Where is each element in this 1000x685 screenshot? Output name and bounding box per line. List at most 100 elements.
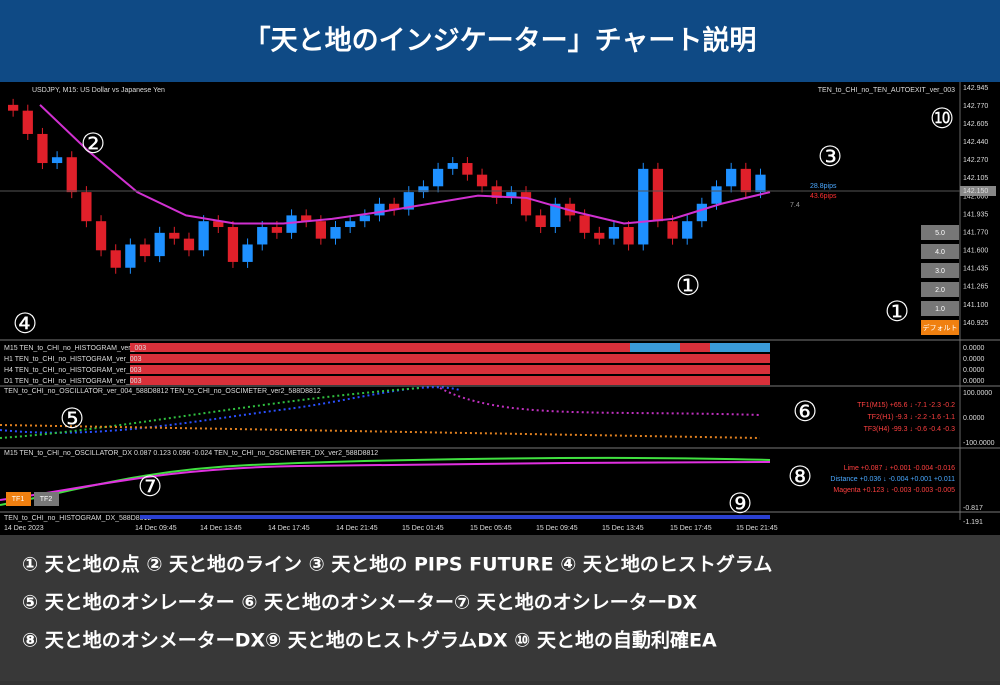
callout-number: ①	[884, 295, 909, 328]
price-tick: 141.935	[963, 211, 988, 218]
lot-button[interactable]	[921, 225, 959, 240]
lot-button-label: 1.0	[935, 306, 945, 313]
candle	[740, 168, 751, 193]
page-title: 「天と地のインジケーター」チャート説明	[244, 25, 757, 57]
candle	[125, 244, 136, 268]
histogram-label: D1 TEN_to_CHI_no_HISTOGRAM_ver_003	[4, 378, 142, 385]
price-tick: 141.600	[963, 248, 988, 255]
candle	[594, 232, 605, 239]
candle	[696, 203, 707, 222]
price-tag: 142.150	[963, 188, 988, 195]
histogram-row	[130, 343, 770, 352]
candle	[418, 186, 429, 193]
osc-readout: TF3(H4) -99.3 ↓ -0.6 -0.4 -0.3	[864, 426, 956, 433]
tf-label: TF1	[12, 496, 25, 503]
candle	[535, 215, 546, 228]
dx-readout: Magenta +0.123 ↓ -0.003 -0.003 -0.005	[833, 487, 955, 494]
candle	[8, 104, 19, 111]
callout-number: ⑦	[137, 470, 162, 503]
dx-readout: Lime +0.087 ↓ +0.001 -0.004 -0.016	[844, 465, 955, 472]
osc-dots	[0, 387, 421, 439]
osc-readout: TF1(M15) +65.6 ↓ -7.1 -2.3 -0.2	[857, 402, 955, 409]
histogram-blue	[630, 343, 680, 352]
candle	[51, 157, 63, 164]
osc-dots	[0, 424, 761, 439]
price-tick: 142.605	[963, 121, 988, 128]
histogram-axis: 0.0000	[963, 345, 985, 352]
price-tick: 140.925	[963, 320, 988, 327]
tf-label: TF2	[40, 496, 53, 503]
candle	[345, 221, 356, 228]
lot-button-label: デフォルト	[923, 323, 958, 332]
candle	[638, 168, 649, 245]
candle	[183, 238, 195, 251]
candle	[476, 174, 488, 187]
candle	[550, 203, 561, 228]
candle	[257, 227, 268, 245]
callout-number: ⑧	[787, 460, 812, 493]
time-tick: 15 Dec 01:45	[402, 525, 444, 532]
histogram-label: H4 TEN_to_CHI_no_HISTOGRAM_ver_003	[4, 367, 142, 374]
time-tick: 15 Dec 09:45	[536, 525, 578, 532]
histogram-row	[130, 376, 770, 385]
price-tick: 141.770	[963, 229, 988, 236]
lot-button-label: 4.0	[935, 249, 945, 256]
price-tick: 142.105	[963, 175, 988, 182]
time-tick: 14 Dec 09:45	[135, 525, 177, 532]
osc-axis: -100.0000	[963, 440, 995, 447]
histogram-row	[130, 354, 770, 363]
osc-axis: 0.0000	[963, 415, 985, 422]
hdx-row	[140, 515, 770, 519]
callout-number: ②	[80, 127, 105, 160]
candle	[682, 221, 693, 239]
callout-number: ⑤	[59, 402, 84, 435]
hdx-title: TEN_to_CHI_no_HISTOGRAM_DX_588D8812	[4, 515, 151, 522]
candle	[389, 203, 400, 210]
candle	[242, 244, 253, 262]
pips-down: 43.6pips	[810, 193, 837, 200]
time-tick: 15 Dec 13:45	[602, 525, 644, 532]
candle	[37, 133, 48, 164]
hdx-axis: -0.817	[963, 505, 983, 512]
candle	[520, 192, 532, 216]
candle	[169, 232, 180, 239]
candle	[66, 157, 77, 193]
candle	[491, 186, 502, 198]
lot-button-label: 3.0	[935, 268, 945, 275]
lot-button[interactable]	[921, 320, 959, 335]
pips-diff: 7.4	[790, 202, 800, 209]
title-bar	[0, 0, 1000, 82]
candle	[403, 192, 414, 210]
candle	[22, 110, 33, 134]
osc-axis: 100.0000	[963, 390, 992, 397]
tf-button[interactable]	[6, 492, 31, 506]
tf-button[interactable]	[34, 492, 59, 506]
candle	[330, 227, 341, 239]
dx-magenta	[0, 461, 771, 501]
callout-number: ⑥	[792, 395, 817, 428]
price-tick: 141.265	[963, 284, 988, 291]
candle	[462, 163, 473, 175]
time-tick: 15 Dec 17:45	[670, 525, 712, 532]
callout-number: ⑨	[727, 487, 752, 520]
lot-button[interactable]	[921, 244, 959, 259]
histogram-axis: 0.0000	[963, 367, 985, 374]
price-tick: 142.440	[963, 139, 988, 146]
candle	[81, 192, 92, 222]
candle	[506, 192, 517, 198]
candle	[271, 227, 283, 233]
histogram-row	[130, 365, 770, 374]
candle	[579, 215, 590, 233]
lot-button[interactable]	[921, 263, 959, 278]
lot-button[interactable]	[921, 282, 959, 297]
time-tick: 14 Dec 2023	[4, 525, 44, 532]
candle	[154, 232, 165, 257]
candle	[95, 221, 107, 251]
lot-button[interactable]	[921, 301, 959, 316]
candle	[623, 227, 634, 245]
legend-line: ⑤ 天と地のオシレーター ⑥ 天と地のオシメーター⑦ 天と地のオシレーターDX	[22, 591, 697, 614]
candle	[711, 186, 722, 204]
candle	[667, 221, 678, 239]
legend-line: ⑧ 天と地のオシメーターDX⑨ 天と地のヒストグラムDX ⑩ 天と地の自動利確E…	[22, 629, 717, 652]
candle	[213, 221, 224, 228]
